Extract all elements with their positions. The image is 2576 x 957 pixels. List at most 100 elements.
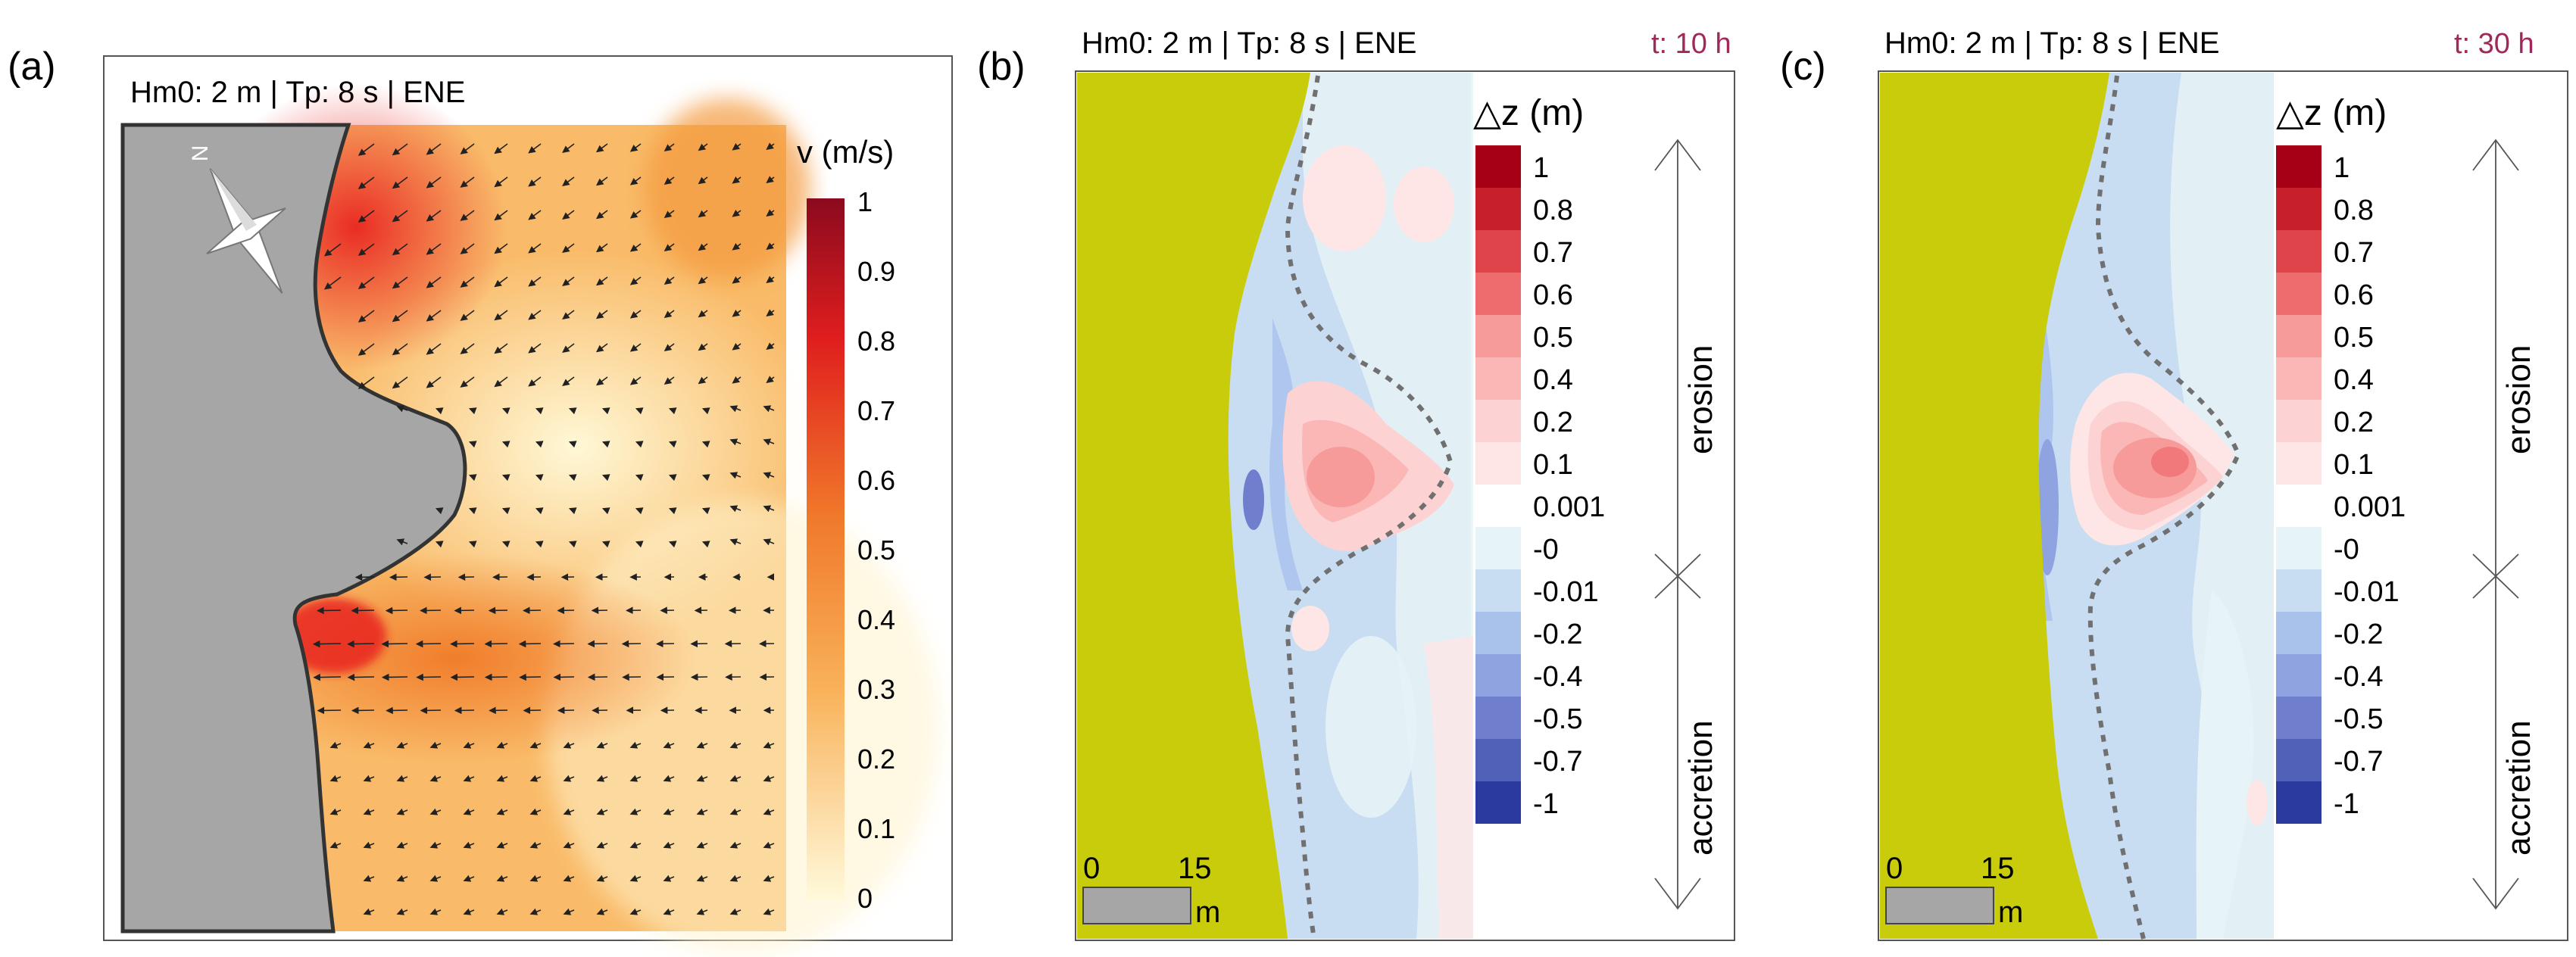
velocity-vector <box>494 143 508 154</box>
velocity-vector <box>568 507 577 515</box>
velocity-vector <box>595 243 608 253</box>
velocity-vector <box>429 841 442 849</box>
velocity-vector <box>595 376 608 386</box>
land-mass <box>120 123 467 934</box>
velocity-vector <box>460 176 475 188</box>
velocity-vector <box>358 276 375 289</box>
colorbar-tick-label: 0.2 <box>2334 407 2374 438</box>
velocity-vector <box>463 908 475 915</box>
velocity-vector <box>595 143 608 153</box>
velocity-vector <box>426 310 442 322</box>
velocity-vector <box>696 874 708 882</box>
velocity-vector <box>426 276 442 288</box>
velocity-vector <box>435 407 444 415</box>
velocity-vector <box>763 808 775 815</box>
velocity-vector <box>698 243 708 251</box>
velocity-vector <box>468 441 477 448</box>
velocity-vector <box>664 176 675 185</box>
colorbar-swatch <box>2276 612 2322 654</box>
colorbar-tick-label: 0.6 <box>2334 279 2374 311</box>
velocity-vector <box>460 243 475 254</box>
velocity-vector <box>766 276 775 283</box>
velocity-vector <box>563 841 575 849</box>
velocity-vector <box>729 538 742 546</box>
velocity-vector <box>701 474 710 482</box>
velocity-vector <box>460 376 475 388</box>
colorbar-tick-label: 0.6 <box>857 465 895 496</box>
colorbar-tick-label: 0.8 <box>2334 195 2374 226</box>
panel-letter: (a) <box>8 45 56 89</box>
colorbar-tick-label: -0.2 <box>1533 619 1582 650</box>
velocity-vector <box>763 908 775 915</box>
velocity-vector <box>426 243 442 255</box>
velocity-vector <box>426 143 442 155</box>
velocity-vector <box>450 673 475 681</box>
velocity-vector <box>496 874 508 882</box>
velocity-vector <box>363 808 375 815</box>
velocity-vector <box>494 176 508 188</box>
velocity-vector <box>460 210 475 221</box>
velocity-arrows <box>312 142 775 915</box>
colorbar-tick-label: 1 <box>1533 152 1549 184</box>
colorbar-swatch <box>1475 145 1521 188</box>
velocity-vector <box>553 673 575 681</box>
panel-letter: (c) <box>1780 45 1826 89</box>
velocity-vector <box>385 606 408 615</box>
panel-c: (c) Hm0: 2 m | Tp: 8 s | ENE t: 30 h 0 <box>1780 26 2568 941</box>
velocity-vector <box>358 176 375 189</box>
velocity-vector <box>535 441 544 448</box>
velocity-vector <box>668 441 677 448</box>
colorbar-swatch <box>1475 357 1521 400</box>
velocity-vector <box>535 507 544 515</box>
velocity-vector <box>766 376 775 383</box>
velocity-vector <box>701 407 710 415</box>
velocity-vector <box>528 176 542 187</box>
velocity-vector <box>763 505 775 513</box>
velocity-vector <box>396 808 408 815</box>
bed-change-map <box>1880 73 2274 940</box>
velocity-vector <box>601 407 610 415</box>
scale-bar: 0 15 m <box>1082 852 1220 929</box>
velocity-vector <box>629 908 642 915</box>
panel-b: (b) Hm0: 2 m | Tp: 8 s | ENE t: 10 h 0 <box>977 26 1735 941</box>
velocity-vector <box>363 775 375 782</box>
compass-north-label: N <box>188 145 213 162</box>
velocity-vector <box>629 775 642 782</box>
velocity-vector <box>562 143 575 153</box>
velocity-vector <box>562 310 575 320</box>
velocity-vector <box>629 176 642 185</box>
velocity-vector <box>729 908 742 915</box>
velocity-vector <box>496 841 508 849</box>
velocity-vector <box>363 908 375 915</box>
velocity-vector <box>732 243 742 251</box>
velocity-vector <box>396 908 408 915</box>
velocity-vector <box>528 276 542 287</box>
velocity-vector <box>363 874 375 882</box>
colorbar-title: △z (m) <box>1473 93 1584 133</box>
colorbar-tick-label: 0.1 <box>1533 449 1573 481</box>
erosion-label: erosion <box>1682 345 1719 454</box>
velocity-vector <box>629 741 642 749</box>
velocity-vector <box>392 310 408 323</box>
velocity-vector <box>635 507 644 515</box>
velocity-vector <box>766 209 775 217</box>
velocity-vector <box>696 775 708 782</box>
velocity-vector <box>664 210 675 218</box>
velocity-vector <box>363 841 375 849</box>
velocity-vector <box>358 376 375 389</box>
velocity-vector <box>596 908 608 915</box>
colorbar-tick-label: 0.4 <box>1533 364 1573 396</box>
velocity-vector <box>766 342 775 350</box>
colorbar-swatch <box>1475 273 1521 315</box>
colorbar-tick-label: 0.001 <box>2334 491 2406 523</box>
colorbar-swatch <box>1475 315 1521 357</box>
velocity-vector <box>595 343 608 353</box>
velocity-vector <box>460 343 475 354</box>
velocity-vector <box>732 176 742 184</box>
velocity-vector <box>595 176 608 186</box>
colorbar-swatch <box>2276 357 2322 400</box>
velocity-vector <box>396 538 408 546</box>
colorbar-tick-label: 0.2 <box>857 743 895 775</box>
velocity-vector <box>435 541 444 548</box>
velocity-vector <box>468 507 477 515</box>
